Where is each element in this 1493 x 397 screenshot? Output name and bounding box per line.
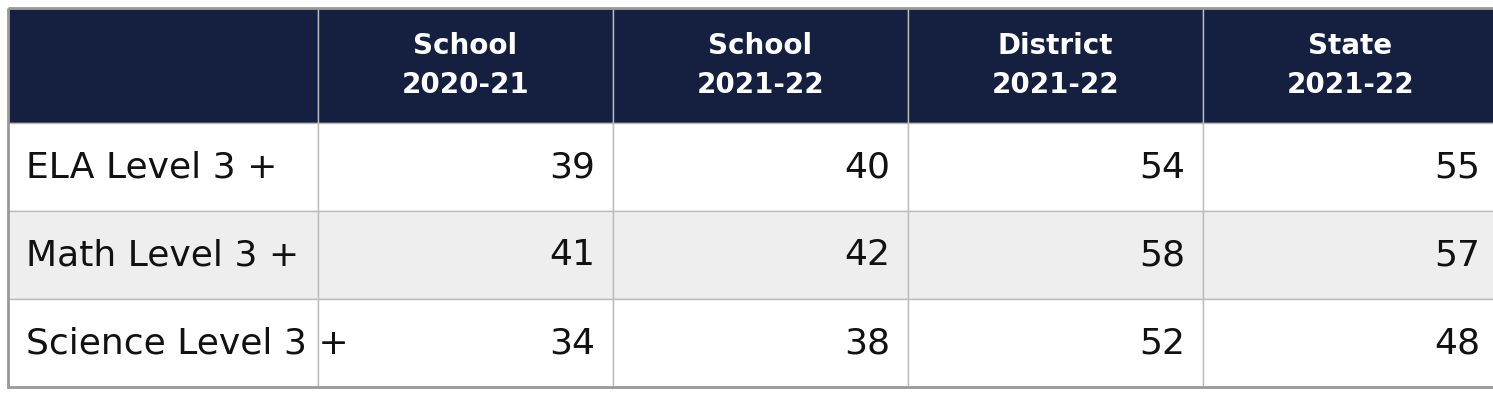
Bar (318, 299, 614, 387)
Bar (1203, 123, 1493, 211)
Bar (1203, 299, 1493, 387)
Text: 40: 40 (844, 150, 890, 184)
Text: ELA Level 3 +: ELA Level 3 + (25, 150, 278, 184)
Bar (908, 8, 1203, 123)
Text: 42: 42 (844, 238, 890, 272)
Text: 55: 55 (1433, 150, 1480, 184)
Bar (1203, 211, 1493, 299)
Bar (7, 8, 318, 123)
Text: 41: 41 (549, 238, 596, 272)
Bar (908, 299, 1203, 387)
Text: School
2021-22: School 2021-22 (697, 32, 824, 99)
Bar (908, 123, 1203, 211)
Text: 54: 54 (1139, 150, 1185, 184)
Text: 52: 52 (1139, 326, 1185, 360)
Text: 58: 58 (1139, 238, 1185, 272)
Text: 34: 34 (549, 326, 596, 360)
Text: 48: 48 (1433, 326, 1480, 360)
Bar (614, 299, 908, 387)
Text: School
2020-21: School 2020-21 (402, 32, 530, 99)
Text: District
2021-22: District 2021-22 (991, 32, 1120, 99)
Bar (7, 211, 318, 299)
Bar (614, 123, 908, 211)
Text: Math Level 3 +: Math Level 3 + (25, 238, 299, 272)
Bar (7, 299, 318, 387)
Bar (1203, 8, 1493, 123)
Text: 38: 38 (844, 326, 890, 360)
Bar (614, 8, 908, 123)
Text: 57: 57 (1433, 238, 1480, 272)
Bar (318, 123, 614, 211)
Bar (7, 123, 318, 211)
Text: 39: 39 (549, 150, 596, 184)
Text: Science Level 3 +: Science Level 3 + (25, 326, 349, 360)
Text: State
2021-22: State 2021-22 (1287, 32, 1414, 99)
Bar (908, 211, 1203, 299)
Bar (318, 211, 614, 299)
Bar (614, 211, 908, 299)
Bar (318, 8, 614, 123)
